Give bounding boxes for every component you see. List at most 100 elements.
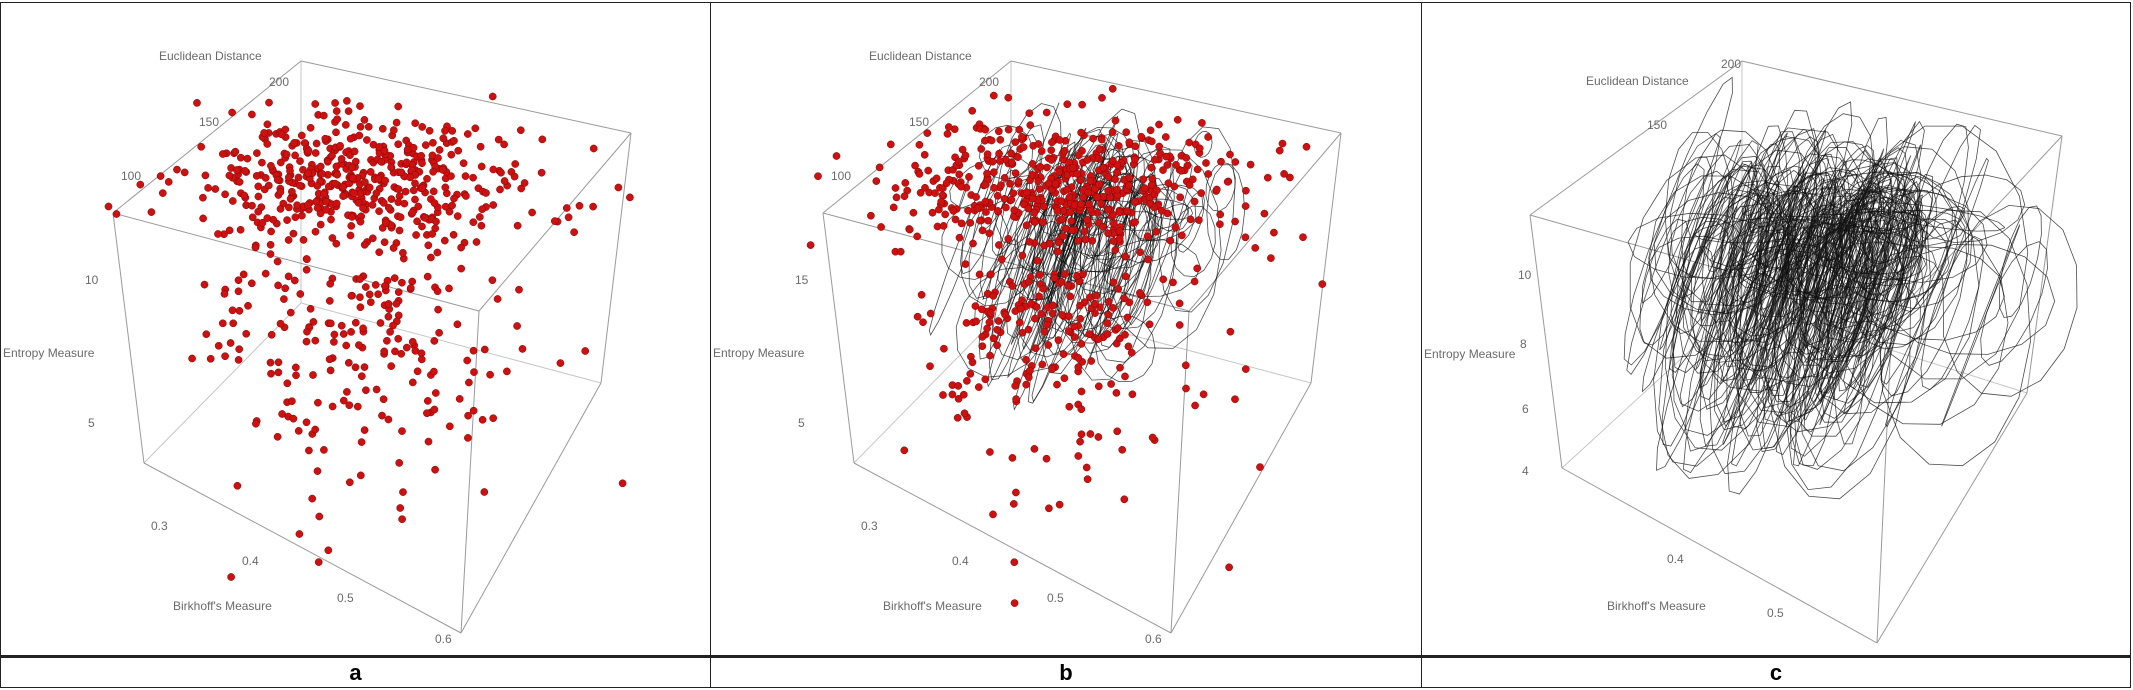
data-point xyxy=(406,173,415,182)
data-point xyxy=(909,208,918,217)
data-point xyxy=(924,166,933,175)
data-point xyxy=(1097,199,1105,208)
data-point xyxy=(1004,125,1013,134)
data-point xyxy=(211,185,220,193)
data-point xyxy=(1055,238,1063,247)
data-point xyxy=(339,330,348,338)
data-point xyxy=(1035,271,1044,279)
trajectory-curve xyxy=(1016,202,1101,277)
data-point xyxy=(433,248,442,257)
data-point xyxy=(247,279,256,288)
x-tick-label: 0.3 xyxy=(861,519,878,533)
data-point xyxy=(943,130,952,138)
data-point xyxy=(570,228,578,237)
data-point xyxy=(199,193,207,202)
data-point xyxy=(889,203,898,212)
data-point xyxy=(359,204,367,212)
data-point xyxy=(1081,235,1090,244)
data-point xyxy=(1146,199,1154,208)
trajectory-curve xyxy=(1641,173,1730,393)
data-point xyxy=(290,276,299,285)
data-point xyxy=(1047,156,1056,164)
data-point xyxy=(1143,298,1152,307)
data-point xyxy=(464,434,472,442)
data-point xyxy=(1098,93,1106,102)
data-point xyxy=(1159,166,1167,174)
data-point xyxy=(297,131,306,140)
data-point xyxy=(1097,135,1106,144)
data-point xyxy=(1025,238,1034,246)
data-point xyxy=(1155,120,1163,129)
data-point xyxy=(949,207,958,215)
data-point xyxy=(453,212,462,220)
trajectory-curve xyxy=(1788,113,1874,277)
data-point xyxy=(330,338,338,346)
data-point xyxy=(434,305,442,314)
data-point xyxy=(1263,173,1272,182)
data-point xyxy=(308,494,317,503)
data-point xyxy=(266,358,275,367)
data-point xyxy=(500,177,509,185)
data-point xyxy=(319,190,328,198)
data-point xyxy=(454,146,463,155)
data-point xyxy=(378,411,386,420)
data-point xyxy=(537,168,546,177)
trajectory-curve xyxy=(1709,192,1812,475)
data-point xyxy=(356,293,364,302)
data-point xyxy=(346,134,355,143)
data-point xyxy=(412,231,420,239)
data-point xyxy=(985,229,994,238)
data-point xyxy=(1022,380,1031,389)
data-point xyxy=(900,192,909,201)
data-point xyxy=(1114,284,1123,293)
data-point xyxy=(1115,227,1124,235)
data-point xyxy=(1246,160,1255,169)
trajectory-curve xyxy=(928,148,1002,337)
data-point xyxy=(356,471,365,480)
data-point xyxy=(302,418,311,427)
data-point xyxy=(283,379,292,388)
data-point xyxy=(957,182,965,191)
trajectory-curve xyxy=(1664,132,1735,303)
data-point xyxy=(372,385,381,394)
data-point xyxy=(326,366,335,375)
data-point xyxy=(284,236,293,244)
data-point xyxy=(1044,179,1053,188)
data-point xyxy=(324,546,333,555)
data-point xyxy=(332,162,341,171)
data-point xyxy=(1091,299,1099,308)
data-point xyxy=(326,319,335,328)
data-point xyxy=(337,321,346,330)
data-point xyxy=(1077,405,1086,414)
data-point xyxy=(1099,222,1107,231)
trajectory-curve xyxy=(1759,167,1880,388)
data-point xyxy=(346,231,355,240)
data-point xyxy=(995,149,1003,158)
data-point xyxy=(1181,361,1190,370)
data-point xyxy=(328,234,337,242)
data-point xyxy=(1028,170,1037,179)
data-point xyxy=(347,328,355,336)
data-point xyxy=(432,217,440,226)
data-point xyxy=(464,411,472,420)
data-point xyxy=(387,195,396,203)
data-point xyxy=(983,169,991,178)
data-point xyxy=(987,136,996,145)
data-point xyxy=(243,154,252,163)
data-point xyxy=(328,402,337,411)
data-point xyxy=(277,130,286,139)
data-point xyxy=(1000,173,1009,182)
data-point xyxy=(353,402,362,411)
data-point xyxy=(423,409,431,418)
data-point xyxy=(1131,142,1140,151)
trajectory-curve xyxy=(991,178,1031,256)
data-point xyxy=(1190,197,1199,206)
z-axis-label: Euclidean Distance xyxy=(869,49,972,63)
trajectory-curve xyxy=(1914,174,2026,243)
data-point xyxy=(1011,169,1020,177)
data-point xyxy=(421,213,429,222)
data-point xyxy=(1223,177,1232,186)
data-point xyxy=(266,240,275,249)
data-point xyxy=(263,214,272,222)
data-point xyxy=(291,151,299,160)
